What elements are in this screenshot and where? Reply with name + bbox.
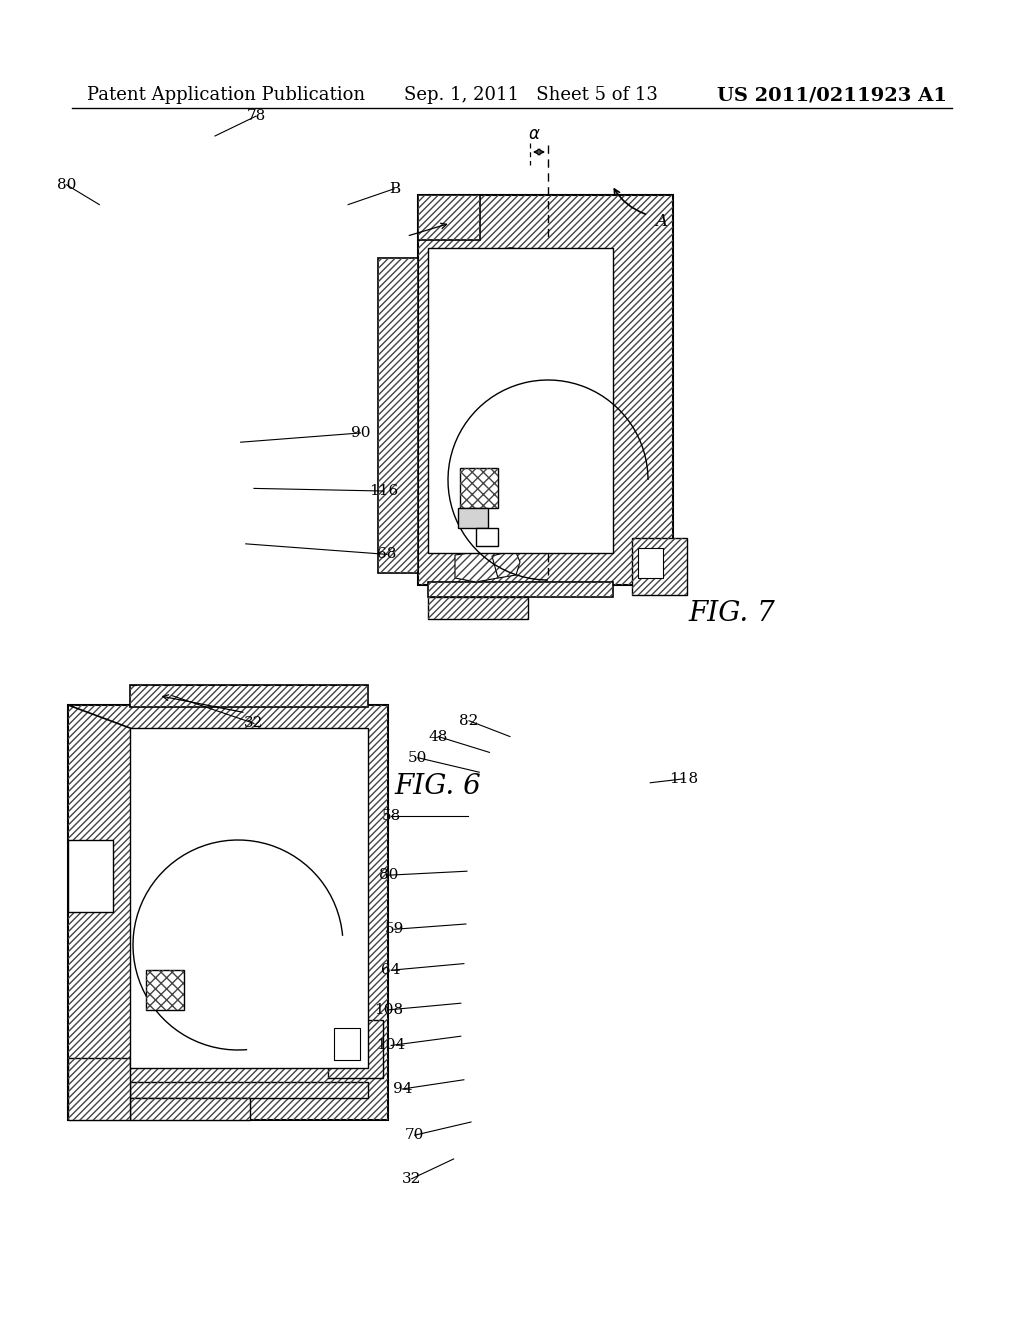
Bar <box>130 1082 368 1098</box>
Polygon shape <box>155 750 258 854</box>
Text: B: B <box>389 182 399 195</box>
Text: 90: 90 <box>350 426 371 440</box>
Bar <box>146 970 184 1010</box>
Bar <box>68 705 388 1119</box>
Text: US 2011/0211923 A1: US 2011/0211923 A1 <box>717 86 947 104</box>
Text: 116: 116 <box>370 484 398 498</box>
Text: 58: 58 <box>382 809 400 822</box>
Text: Sep. 1, 2011   Sheet 5 of 13: Sep. 1, 2011 Sheet 5 of 13 <box>404 86 658 104</box>
Text: 82: 82 <box>460 714 478 727</box>
Text: 68: 68 <box>378 548 396 561</box>
Bar <box>428 597 528 619</box>
Text: 32: 32 <box>245 717 263 730</box>
Text: 80: 80 <box>57 178 76 191</box>
Text: 94: 94 <box>392 1082 413 1096</box>
Text: 59: 59 <box>385 923 403 936</box>
Bar <box>130 685 368 708</box>
Text: 78: 78 <box>247 110 265 123</box>
Bar <box>130 1082 368 1098</box>
Text: 108: 108 <box>375 1003 403 1016</box>
Bar <box>418 195 673 585</box>
Bar <box>418 195 480 240</box>
Bar <box>428 582 613 597</box>
Polygon shape <box>180 1006 208 1034</box>
Polygon shape <box>453 333 548 430</box>
Bar <box>428 248 613 553</box>
Polygon shape <box>465 248 562 352</box>
Text: A: A <box>655 214 667 231</box>
Text: 118: 118 <box>670 772 698 785</box>
Bar <box>638 548 663 578</box>
Bar <box>378 257 418 573</box>
Bar <box>68 1059 130 1119</box>
Bar <box>130 729 368 1068</box>
Bar <box>130 1098 250 1119</box>
Text: $\alpha$: $\alpha$ <box>527 125 541 143</box>
Bar <box>146 970 184 1010</box>
Bar <box>328 1020 383 1078</box>
Text: 64: 64 <box>381 964 401 977</box>
Bar <box>68 705 388 1119</box>
Polygon shape <box>143 1006 188 1040</box>
Bar <box>130 1098 250 1119</box>
Text: FIG. 7: FIG. 7 <box>689 601 775 627</box>
Polygon shape <box>492 550 520 578</box>
Polygon shape <box>143 832 240 932</box>
Polygon shape <box>138 932 193 970</box>
Text: 32: 32 <box>402 1172 421 1185</box>
Bar <box>460 469 498 508</box>
Text: 80: 80 <box>380 869 398 882</box>
Bar <box>460 469 498 508</box>
Bar <box>428 597 528 619</box>
Bar <box>378 257 418 573</box>
Text: 104: 104 <box>377 1039 406 1052</box>
Text: 50: 50 <box>409 751 427 764</box>
Bar <box>334 1028 360 1060</box>
Bar <box>632 539 687 595</box>
Bar <box>68 1059 130 1119</box>
Polygon shape <box>450 430 505 469</box>
Bar <box>130 685 368 708</box>
Bar <box>328 1020 383 1078</box>
Polygon shape <box>455 550 498 582</box>
Bar <box>632 539 687 595</box>
Text: 70: 70 <box>406 1129 424 1142</box>
Bar <box>476 528 498 546</box>
Bar <box>418 195 480 240</box>
Bar <box>418 195 673 585</box>
Text: 48: 48 <box>429 730 447 743</box>
Text: Patent Application Publication: Patent Application Publication <box>87 86 366 104</box>
Bar <box>68 840 113 912</box>
Bar <box>458 508 488 528</box>
Text: FIG. 6: FIG. 6 <box>394 774 481 800</box>
Bar <box>428 582 613 597</box>
